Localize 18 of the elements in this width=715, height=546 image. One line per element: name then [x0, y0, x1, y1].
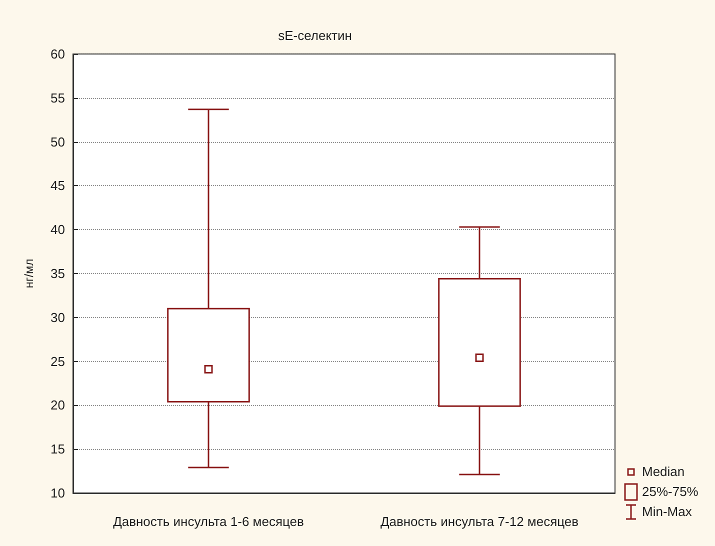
y-tick-label: 10	[50, 486, 65, 500]
y-tick-label: 50	[50, 134, 65, 150]
y-tick-label: 15	[50, 442, 65, 457]
y-axis-title: нг/мл	[22, 258, 36, 288]
y-tick-label: 30	[50, 310, 65, 325]
y-tick-label: 60	[50, 46, 65, 62]
text: 25%-75%	[642, 483, 698, 501]
x-tick-label: Давность инсульта 7-12 месяцев	[380, 514, 579, 529]
y-tick-label: 35	[50, 266, 65, 281]
y-tick-label: 25	[50, 354, 65, 369]
y-tick-label: 20	[50, 398, 65, 413]
y-tick-label: 55	[50, 90, 65, 106]
chart-title: sE-селектин	[278, 28, 352, 43]
y-tick-label: 40	[50, 222, 65, 238]
text: Min-Max	[642, 503, 692, 521]
x-tick-label: Давность инсульта 1-6 месяцев	[113, 514, 304, 529]
y-tick-label: 45	[50, 178, 65, 194]
text: Median	[642, 463, 685, 481]
